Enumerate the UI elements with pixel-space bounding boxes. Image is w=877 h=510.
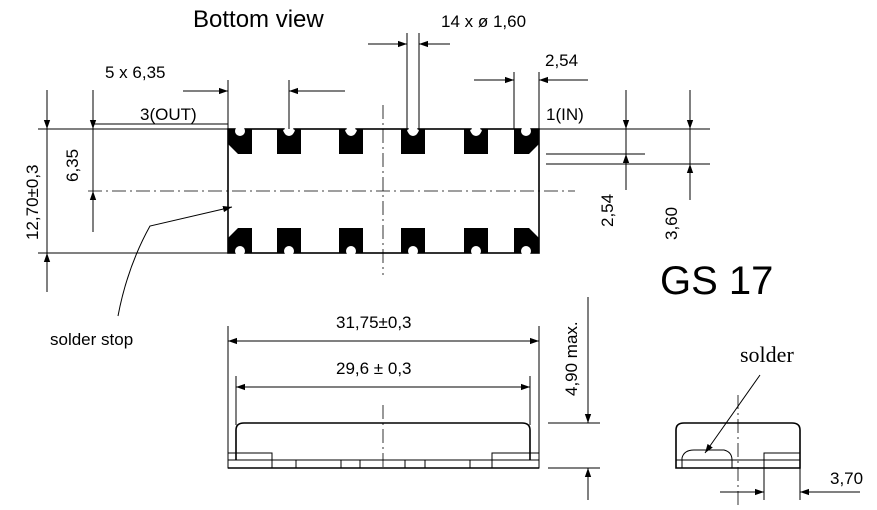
pin-in-label: 1(IN) [546,105,584,124]
dim-height-half: 6,35 [63,149,82,182]
title-bottom-view: Bottom view [193,6,324,33]
pin-out-label: 3(OUT) [140,105,197,124]
dim-side-width: 3,70 [830,469,863,488]
dim-length-inner: 29,6 ± 0,3 [336,359,412,378]
dim-pitch-count: 5 x 6,35 [105,63,166,82]
bottom-view: Bottom view [23,6,710,349]
dim-length-outer: 31,75±0,3 [336,313,412,332]
end-view: 3,70 solder [675,342,863,505]
part-name: GS 17 [660,259,773,303]
side-view: 31,75±0,3 29,6 ± 0,3 4,90 max. [227,297,600,500]
dim-pad-offset: 2,54 [598,194,617,227]
bottom-pads [228,228,539,256]
dim-pad-depth: 3,60 [662,207,681,240]
dim-height-total: 12,70±0,3 [23,164,42,240]
solder-label: solder [740,342,794,367]
solder-stop-label: solder stop [50,330,133,349]
dim-hole-note: 14 x ø 1,60 [441,12,526,31]
dim-pin-spacing: 2,54 [545,51,578,70]
top-pads [228,126,539,154]
dim-max-height: 4,90 max. [562,321,581,396]
